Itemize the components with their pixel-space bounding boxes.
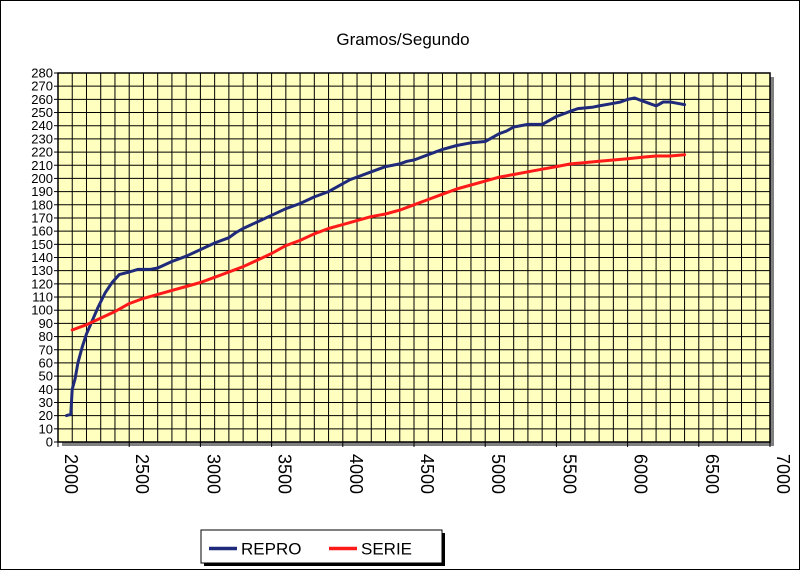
x-tick-label: 3000 (203, 454, 223, 494)
y-tick-label: 160 (31, 224, 53, 239)
legend-box (200, 529, 443, 564)
chart-title: Gramos/Segundo (336, 30, 469, 49)
x-tick-label: 4000 (346, 454, 366, 494)
y-tick-label: 180 (31, 197, 53, 212)
y-tick-label: 270 (31, 79, 53, 94)
y-tick-label: 100 (31, 303, 53, 318)
x-tick-label: 5500 (559, 454, 579, 494)
y-tick-label: 60 (39, 355, 53, 370)
y-tick-label: 70 (39, 342, 53, 357)
y-tick-label: 120 (31, 276, 53, 291)
x-tick-label: 2500 (132, 454, 152, 494)
y-tick-label: 220 (31, 145, 53, 160)
x-tick-label: 4500 (417, 454, 437, 494)
x-tick-label: 6500 (702, 454, 722, 494)
y-tick-label: 40 (39, 382, 53, 397)
y-tick-label: 240 (31, 118, 53, 133)
x-tick-label: 2000 (61, 454, 81, 494)
y-tick-label: 260 (31, 92, 53, 107)
y-tick-label: 230 (31, 131, 53, 146)
y-tick-label: 130 (31, 263, 53, 278)
y-tick-label: 140 (31, 250, 53, 265)
y-tick-label: 200 (31, 171, 53, 186)
x-tick-label: 3500 (275, 454, 295, 494)
legend: REPRO SERIE (200, 529, 445, 566)
y-tick-label: 170 (31, 210, 53, 225)
y-tick-label: 10 (39, 421, 53, 436)
y-tick-label: 90 (39, 316, 53, 331)
y-tick-label: 30 (39, 395, 53, 410)
y-tick-label: 190 (31, 184, 53, 199)
legend-label-serie: SERIE (361, 540, 412, 559)
y-tick-label: 20 (39, 408, 53, 423)
legend-label-repro: REPRO (241, 540, 301, 559)
y-tick-label: 110 (32, 290, 53, 305)
y-tick-label: 210 (31, 158, 53, 173)
y-tick-label: 50 (39, 369, 53, 384)
y-tick-label: 280 (31, 66, 53, 81)
series-line-serie (70, 153, 687, 332)
x-tick-label: 6000 (631, 454, 651, 494)
plot-area: 0102030405060708090100110120130140150160… (31, 66, 793, 495)
plot-border (57, 72, 771, 443)
x-tick-label: 7000 (773, 454, 793, 494)
x-tick-label: 5000 (488, 454, 508, 494)
series-line-repro (65, 96, 687, 418)
y-tick-label: 150 (31, 237, 53, 252)
y-tick-label: 0 (46, 435, 53, 450)
y-tick-label: 80 (39, 329, 53, 344)
y-tick-label: 250 (31, 105, 53, 120)
